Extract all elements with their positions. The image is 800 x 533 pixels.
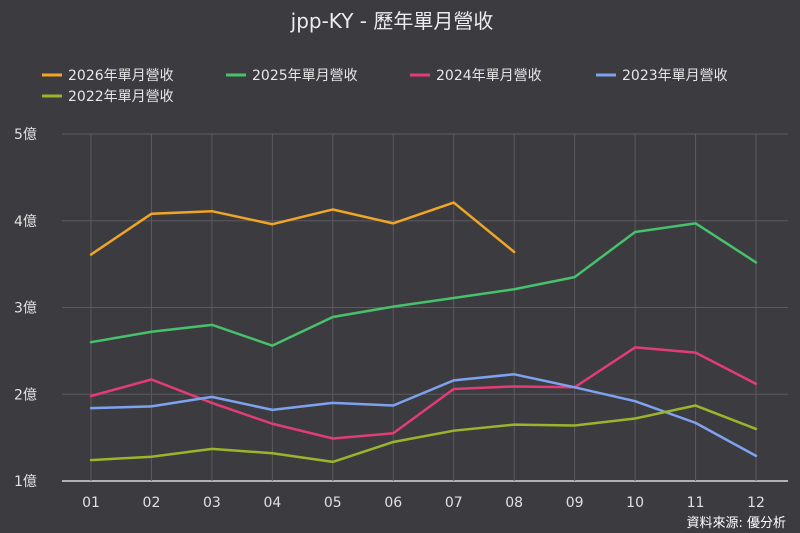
- series-lines: [89, 201, 758, 464]
- series-line-3: [89, 373, 758, 458]
- legend-item: 2023年單月營收: [596, 68, 728, 84]
- x-tick-label: 05: [324, 495, 342, 511]
- x-tick-label: 07: [445, 495, 463, 511]
- x-tick-label: 12: [747, 495, 765, 511]
- legend-label: 2023年單月營收: [622, 68, 728, 84]
- x-tick-label: 04: [263, 495, 281, 511]
- x-tick-label: 10: [626, 495, 644, 511]
- x-tick-label: 08: [505, 495, 523, 511]
- grid: [62, 133, 788, 482]
- series-line-0: [89, 201, 516, 256]
- legend-item: 2024年單月營收: [410, 68, 542, 84]
- legend: 2026年單月營收 2025年單月營收 2024年單月營收 2023年單月營收 2022…: [42, 68, 728, 105]
- y-tick-label: 4億: [14, 214, 37, 230]
- legend-item: 2026年單月營收: [42, 68, 174, 84]
- legend-label: 2025年單月營收: [252, 68, 358, 84]
- x-axis: 01 02 03 04 05 06 07 08 09 10 11 12: [82, 495, 765, 511]
- legend-label: 2024年單月營收: [436, 68, 542, 84]
- legend-label: 2022年單月營收: [68, 89, 174, 105]
- x-tick-label: 02: [143, 495, 161, 511]
- y-tick-label: 2億: [14, 387, 37, 403]
- x-tick-label: 01: [82, 495, 100, 511]
- source-note: 資料來源: 優分析: [686, 516, 786, 531]
- x-tick-label: 06: [384, 495, 402, 511]
- x-tick-label: 03: [203, 495, 221, 511]
- y-tick-label: 1億: [14, 474, 37, 490]
- y-tick-label: 3億: [14, 301, 37, 317]
- chart-title: jpp-KY - 歷年單月營收: [290, 9, 494, 33]
- y-tick-label: 5億: [14, 127, 37, 143]
- x-tick-label: 11: [687, 495, 705, 511]
- legend-item: 2022年單月營收: [42, 89, 174, 105]
- y-axis: 1億 2億 3億 4億 5億: [14, 127, 37, 490]
- legend-item: 2025年單月營收: [226, 68, 358, 84]
- series-line-1: [89, 222, 758, 347]
- series-line-4: [89, 404, 758, 464]
- legend-label: 2026年單月營收: [68, 68, 174, 84]
- x-tick-label: 09: [566, 495, 584, 511]
